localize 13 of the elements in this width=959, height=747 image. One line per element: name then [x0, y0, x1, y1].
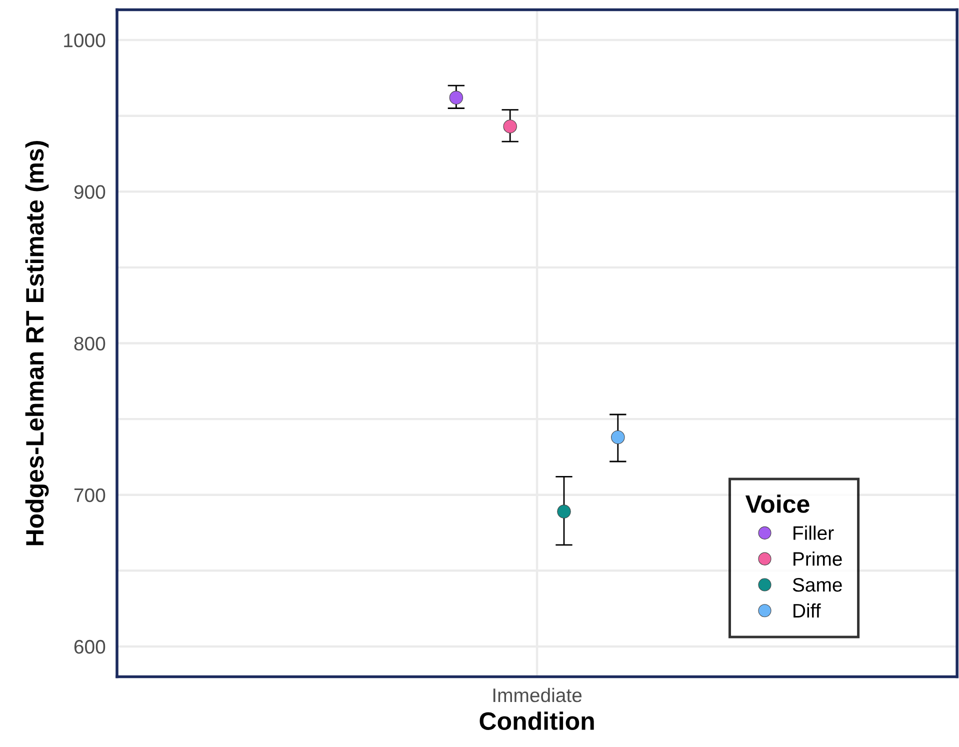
legend-label: Same	[792, 578, 842, 592]
x-tick-label: Immediate	[493, 688, 582, 702]
legend-label: Filler	[794, 526, 834, 540]
y-tick-label: 900	[74, 185, 106, 199]
x-axis-title: Condition	[480, 712, 594, 730]
legend-label: Diff	[794, 603, 821, 618]
legend-title: Voice	[745, 494, 810, 513]
y-tick-label: 800	[74, 336, 106, 350]
y-tick-label: 700	[74, 488, 106, 502]
legend-label: Prime	[794, 552, 842, 566]
y-tick-label: 600	[74, 640, 106, 654]
y-tick-label: 1000	[64, 34, 106, 48]
y-axis-title: Hodges-Lehman RT Estimate (ms)	[25, 140, 49, 546]
